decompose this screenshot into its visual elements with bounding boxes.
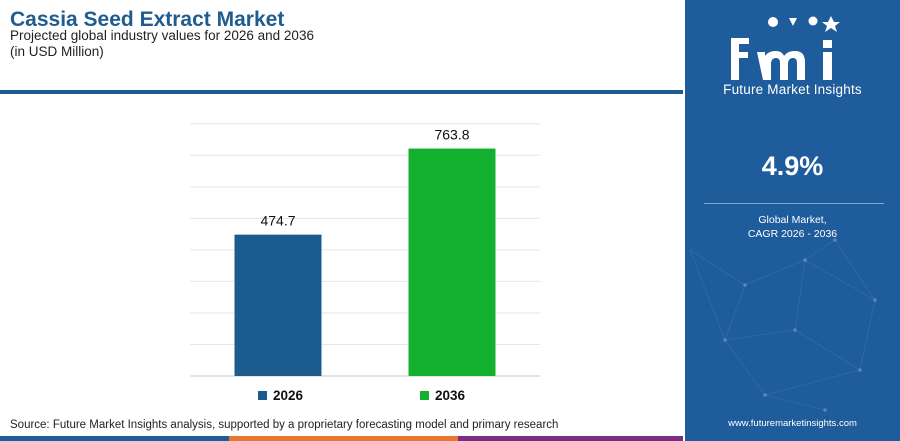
chart-panel: Cassia Seed Extract Market Projected glo… (0, 8, 683, 441)
brand-name: Future Market Insights (723, 82, 862, 97)
gear-icon (808, 16, 818, 26)
legend-label-2026: 2026 (273, 388, 304, 403)
bar-2026 (234, 234, 322, 376)
person-icon (822, 16, 840, 32)
legend-item-2026: 2026 (258, 388, 303, 403)
legend-label-2036: 2036 (435, 388, 466, 403)
data-label-2036: 763.8 (434, 127, 469, 143)
bar-chart: 474.7 763.8 (190, 123, 540, 377)
header-divider (0, 90, 683, 94)
data-label-2026: 474.7 (260, 213, 295, 229)
cagr-divider (704, 203, 884, 204)
sidebar-panel: Future Market Insights 4.9% Global Marke… (685, 0, 900, 441)
unit-label: (in USD Million) (10, 44, 104, 59)
bottom-bar-segment-blue (0, 436, 229, 441)
cagr-label: Global Market, (758, 214, 827, 226)
bottom-bar-segment-purple (458, 436, 683, 441)
legend-item-2036: 2036 (420, 388, 465, 403)
legend-swatch-2026 (258, 391, 267, 400)
bar-2036 (408, 148, 496, 376)
legend-swatch-2036 (420, 391, 429, 400)
chart-legend: 2026 2036 (0, 388, 683, 408)
fmi-logo (731, 16, 840, 80)
bottom-color-bar (0, 436, 683, 441)
cagr-value: 4.9% (761, 151, 824, 181)
logo-mark (731, 38, 832, 80)
website-link[interactable]: www.futuremarketinsights.com (728, 418, 857, 429)
network-pattern-background (689, 238, 877, 412)
cagr-period: CAGR 2026 - 2036 (747, 228, 838, 240)
leaf-icon (789, 18, 797, 26)
page-title: Cassia Seed Extract Market (10, 8, 285, 31)
subtitle: Projected global industry values for 202… (10, 28, 314, 43)
logo-icons (768, 16, 840, 32)
bottom-bar-segment-orange (229, 436, 458, 441)
globe-icon (768, 17, 778, 27)
source-note: Source: Future Market Insights analysis,… (10, 419, 559, 431)
